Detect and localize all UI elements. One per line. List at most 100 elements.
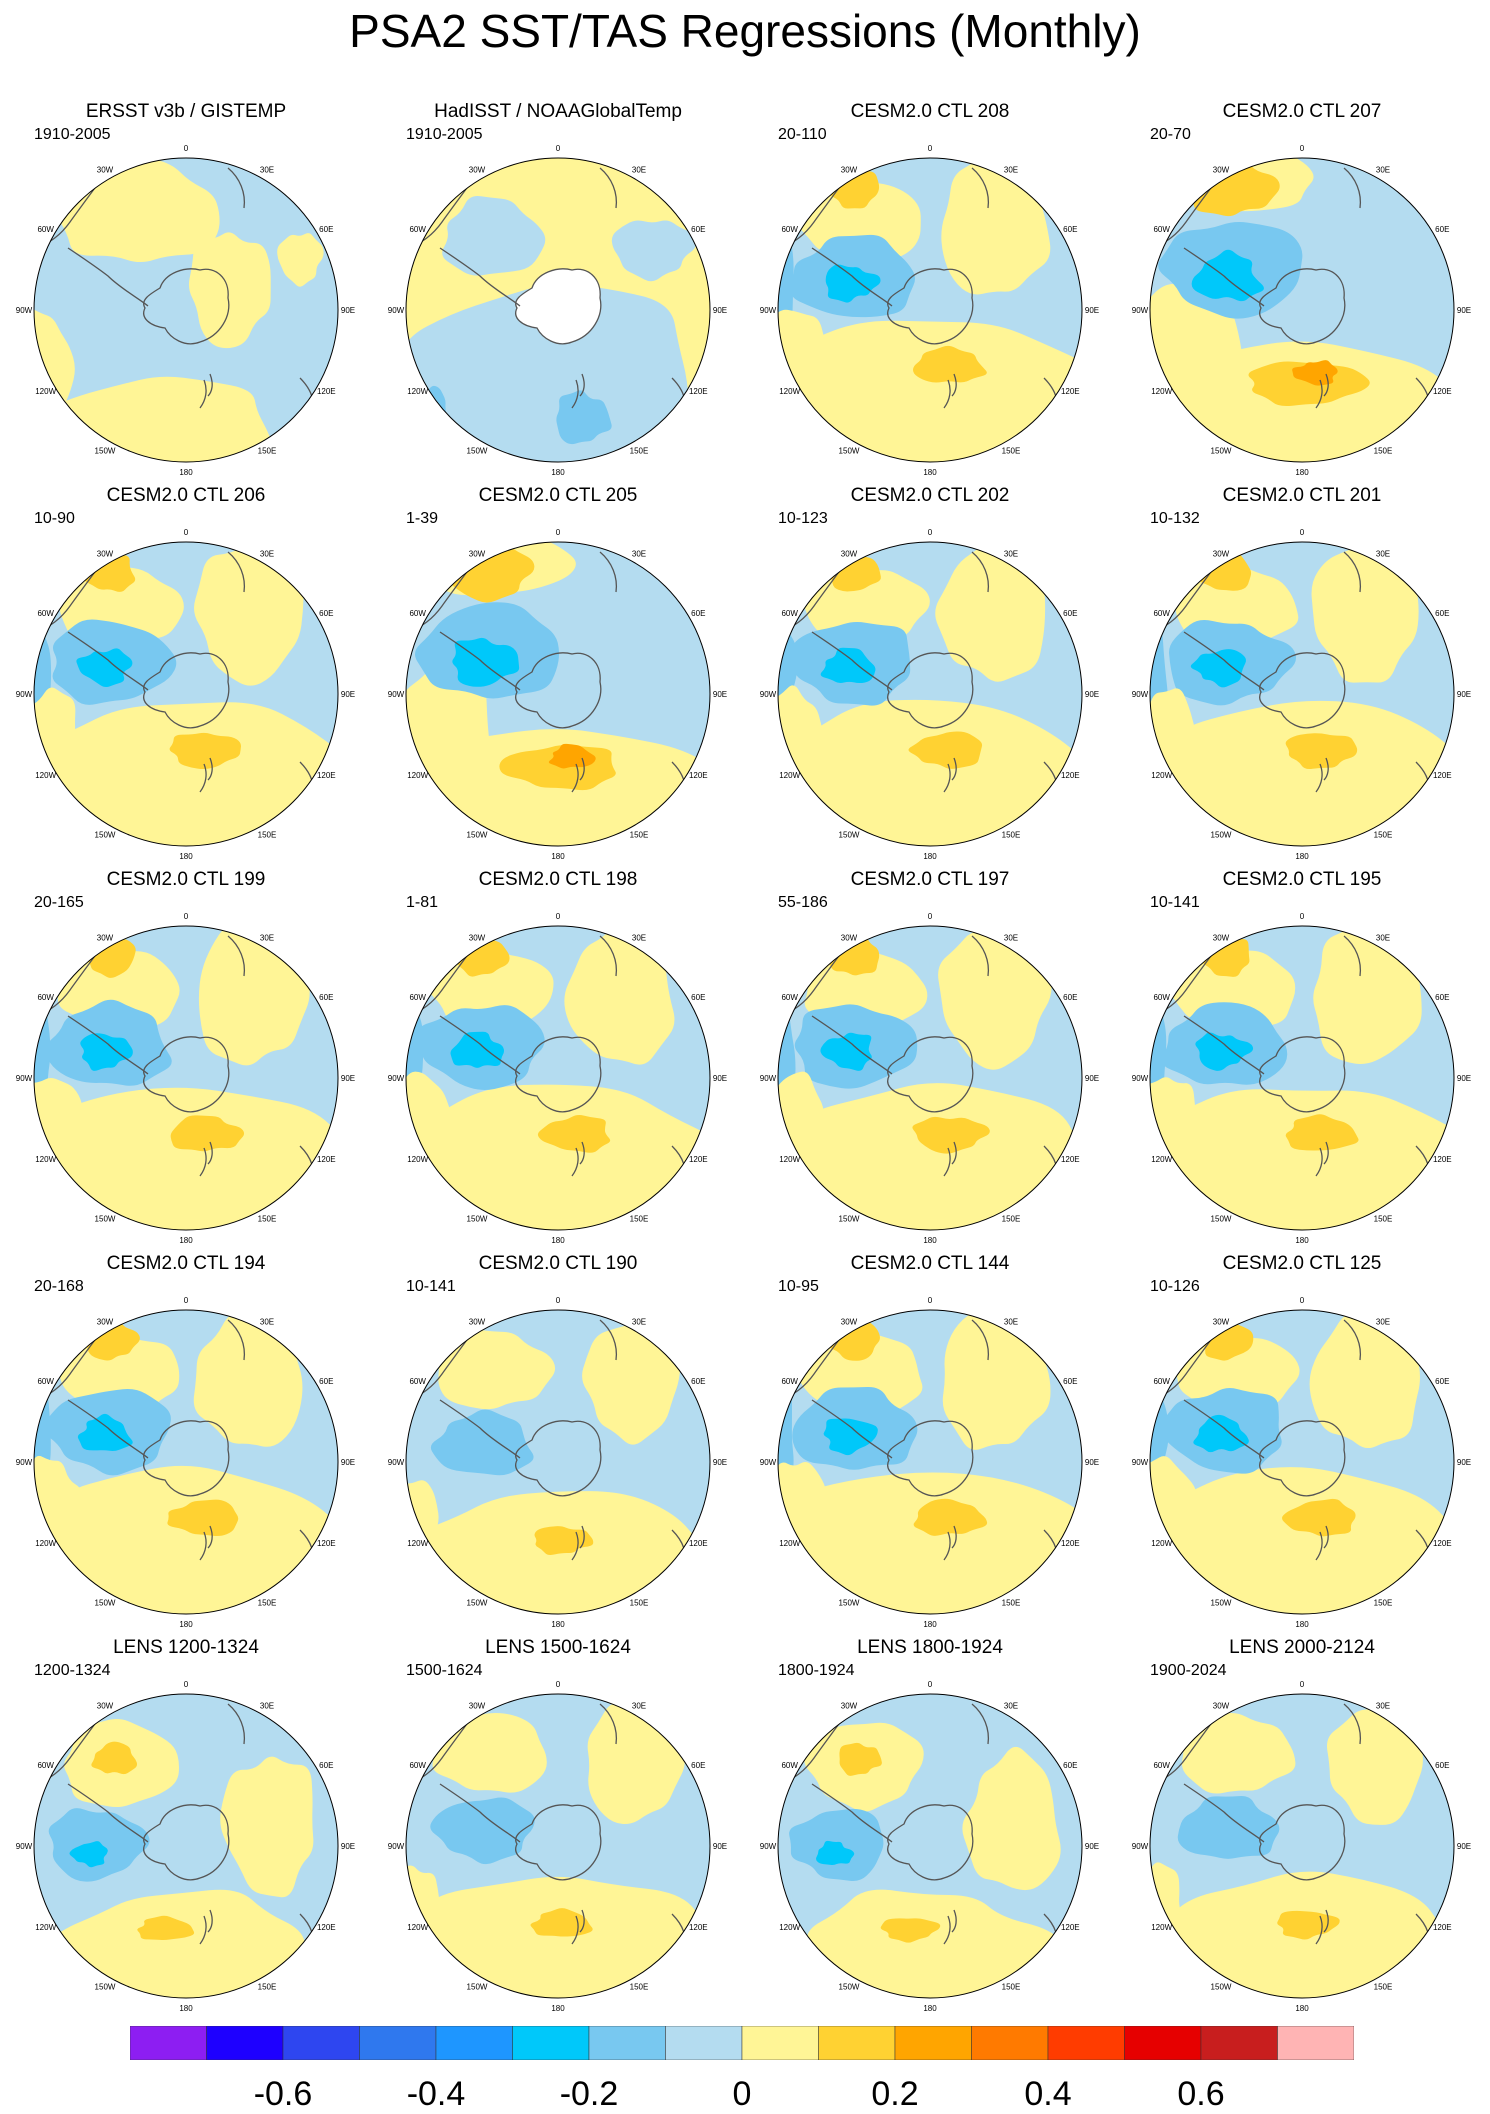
panel-title: CESM2.0 CTL 206	[106, 485, 266, 506]
map-boundary	[1149, 157, 1455, 463]
longitude-label: 60E	[691, 225, 705, 234]
longitude-label: 150E	[630, 446, 649, 455]
longitude-label: 30E	[260, 934, 274, 943]
map-panel: CESM2.0 CTL 144 10-95 0 30E 60E 90E 120E 150E 18…	[744, 1252, 1116, 1634]
anomaly-contour	[69, 1841, 108, 1868]
map-panel: ERSST v3b / GISTEMP 1910-2005 0 30E 60E 90E 12…	[0, 100, 372, 482]
colorbar-swatch	[741, 2026, 819, 2060]
longitude-label: 90W	[760, 1458, 777, 1467]
polar-map: 0 30E 60E 90E 120E 150E 180 150W 120W 90W 60W 30W	[388, 912, 727, 1245]
longitude-label: 60E	[1063, 225, 1077, 234]
longitude-label: 150W	[1211, 1214, 1232, 1223]
longitude-label: 120E	[317, 771, 336, 780]
longitude-label: 0	[184, 1296, 189, 1305]
anomaly-contour	[34, 687, 80, 796]
longitude-label: 90W	[1132, 690, 1149, 699]
panel-year-range: 1-39	[406, 510, 439, 527]
longitude-label: 120E	[1433, 771, 1452, 780]
panel-title: CESM2.0 CTL 194	[106, 1253, 266, 1274]
longitude-label: 150W	[1211, 446, 1232, 455]
longitude-label: 120W	[1151, 1155, 1172, 1164]
panel-title: CESM2.0 CTL 207	[1222, 101, 1382, 122]
longitude-label: 90W	[16, 1074, 33, 1083]
longitude-label: 30E	[260, 1702, 274, 1711]
anomaly-contour	[76, 648, 133, 687]
longitude-label: 120E	[1061, 1539, 1080, 1548]
panel-title: CESM2.0 CTL 205	[478, 485, 638, 506]
longitude-label: 180	[551, 1236, 565, 1245]
longitude-label: 180	[1295, 2004, 1309, 2013]
polar-map: 0 30E 60E 90E 120E 150E 180 150W 120W 90W 60W 30W	[16, 1296, 355, 1629]
colorbar-swatch	[971, 2026, 1049, 2060]
map-panel: CESM2.0 CTL 125 10-126 0 30E 60E 90E 120E 150E 1…	[1116, 1252, 1488, 1634]
longitude-label: 120W	[407, 387, 428, 396]
anomaly-contour	[1277, 1910, 1340, 1940]
longitude-label: 30E	[632, 1318, 646, 1327]
anomaly-contour	[169, 732, 242, 770]
longitude-label: 180	[923, 1620, 937, 1629]
polar-map: 0 30E 60E 90E 120E 150E 180 150W 120W 90W 60W 30W	[388, 1680, 727, 2013]
polar-map: 0 30E 60E 90E 120E 150E 180 150W 120W 90W 60W 30W	[1132, 1680, 1471, 2013]
longitude-label: 180	[1295, 1620, 1309, 1629]
longitude-label: 150E	[630, 1598, 649, 1607]
longitude-label: 0	[184, 912, 189, 921]
anomaly-contour	[194, 545, 304, 686]
map-panel: HadISST / NOAAGlobalTemp 1910-2005 0 30E 60E…	[372, 100, 744, 482]
panel-year-range: 10-141	[406, 1278, 456, 1295]
longitude-label: 0	[556, 144, 561, 153]
longitude-label: 90E	[341, 1842, 355, 1851]
longitude-label: 150E	[630, 1982, 649, 1991]
longitude-label: 120W	[779, 387, 800, 396]
longitude-label: 30E	[1004, 550, 1018, 559]
longitude-label: 0	[1300, 528, 1305, 537]
polar-map: 0 30E 60E 90E 120E 150E 180 150W 120W 90W 60W 30W	[760, 912, 1099, 1245]
longitude-label: 60E	[1435, 1377, 1449, 1386]
colorbar-label: -0.4	[406, 2075, 466, 2113]
map-boundary	[405, 925, 711, 1231]
longitude-label: 30W	[1213, 166, 1230, 175]
longitude-label: 30W	[97, 934, 114, 943]
longitude-label: 180	[923, 852, 937, 861]
longitude-label: 180	[179, 2004, 193, 2013]
longitude-label: 90E	[341, 306, 355, 315]
anomaly-contour	[1292, 360, 1338, 386]
anomaly-contour	[1191, 249, 1264, 302]
longitude-label: 60E	[319, 1761, 333, 1770]
polar-map: 0 30E 60E 90E 120E 150E 180 150W 120W 90W 60W 30W	[1132, 912, 1471, 1245]
longitude-label: 30W	[1213, 934, 1230, 943]
longitude-label: 30E	[632, 1702, 646, 1711]
anomaly-contour	[406, 1480, 439, 1561]
anomaly-contour	[912, 1116, 990, 1154]
anomaly-contour	[1282, 1498, 1356, 1537]
longitude-label: 180	[179, 1620, 193, 1629]
longitude-label: 60E	[319, 993, 333, 1002]
map-panel: CESM2.0 CTL 197 55-186 0 30E 60E 90E 120E 150E 1…	[744, 868, 1116, 1250]
panel-title: CESM2.0 CTL 199	[106, 869, 266, 890]
colorbar-swatch	[512, 2026, 590, 2060]
longitude-label: 60W	[1153, 993, 1170, 1002]
longitude-label: 30E	[632, 934, 646, 943]
panel-title: ERSST v3b / GISTEMP	[85, 101, 287, 122]
coastlines	[37, 935, 314, 1183]
longitude-label: 90E	[1457, 1842, 1471, 1851]
longitude-label: 120W	[779, 771, 800, 780]
longitude-label: 60W	[409, 225, 426, 234]
panel-title: CESM2.0 CTL 195	[1222, 869, 1382, 890]
longitude-label: 0	[184, 144, 189, 153]
anomaly-contour	[556, 390, 612, 445]
longitude-label: 30E	[1376, 1702, 1390, 1711]
longitude-label: 120E	[1061, 1923, 1080, 1932]
longitude-label: 150W	[839, 830, 860, 839]
map-boundary	[405, 1309, 711, 1615]
longitude-label: 60W	[37, 1377, 54, 1386]
anomaly-contour	[406, 1876, 710, 1998]
longitude-label: 120W	[779, 1923, 800, 1932]
longitude-label: 90E	[1457, 1458, 1471, 1467]
longitude-label: 0	[184, 1680, 189, 1689]
colorbar-swatch	[359, 2026, 437, 2060]
map-panel: LENS 2000-2124 1900-2024 0 30E 60E 90E 120E 150…	[1116, 1636, 1488, 2018]
longitude-label: 60E	[1435, 993, 1449, 1002]
anomaly-contour	[452, 637, 520, 687]
longitude-label: 90E	[713, 690, 727, 699]
longitude-label: 90W	[16, 690, 33, 699]
